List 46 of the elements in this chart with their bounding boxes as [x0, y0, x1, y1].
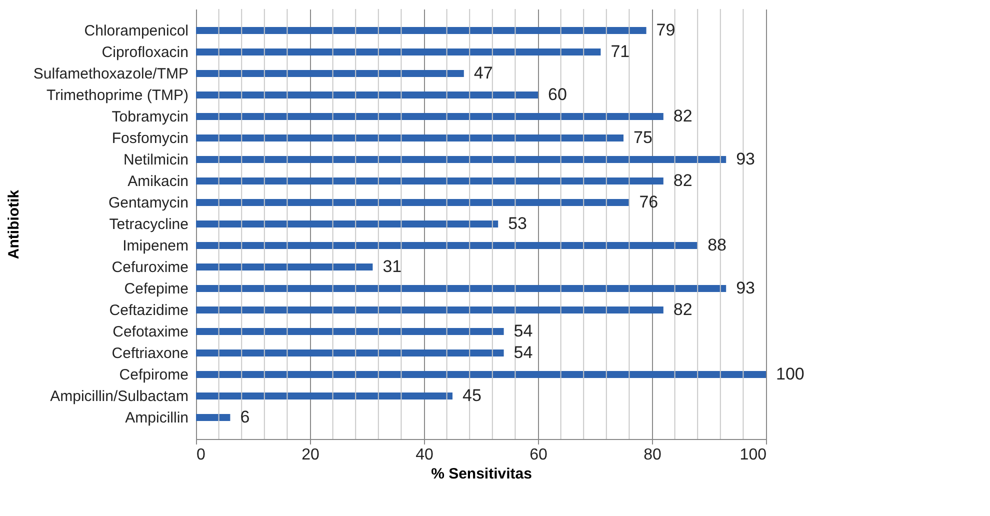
y-tick-label: Sulfamethoxazole/TMP	[33, 66, 188, 82]
x-tick-label: 80	[644, 446, 662, 464]
data-label: 54	[514, 343, 533, 362]
y-tick-label: Tobramycin	[112, 108, 188, 126]
y-tick-label: Imipenem	[122, 238, 188, 254]
x-axis-title: % Sensitivitas	[431, 466, 532, 482]
data-label: 88	[708, 236, 727, 254]
y-tick-label: Cefepime	[124, 280, 188, 298]
x-tick-label: 100	[740, 446, 767, 464]
y-tick-label: Gentamycin	[108, 194, 188, 212]
y-tick-label: Netilmicin	[123, 152, 188, 168]
data-label: 53	[508, 214, 528, 233]
x-tick-label: 60	[530, 446, 548, 464]
data-label: 45	[462, 386, 482, 405]
y-tick-label: Ceftriaxone	[112, 345, 188, 362]
data-label: 47	[474, 64, 493, 82]
y-tick-label: Trimethoprime (TMP)	[46, 87, 188, 104]
y-tick-label: Ceftazidime	[109, 302, 188, 319]
x-tick-label: 40	[416, 446, 434, 464]
y-tick-label: Cefotaxime	[112, 324, 188, 340]
data-label: 76	[639, 192, 658, 212]
y-tick-label: Ciprofloxacin	[102, 44, 188, 61]
y-tick-label: Chlorampenicol	[84, 22, 188, 40]
data-label: 93	[736, 278, 756, 298]
x-tick-label: 0	[196, 446, 206, 464]
data-label: 100	[776, 364, 804, 384]
y-tick-label: Fosfomycin	[112, 130, 188, 147]
data-label: 82	[673, 106, 692, 126]
y-tick-label: Cefuroxime	[112, 259, 188, 276]
data-label: 6	[240, 408, 250, 426]
y-tick-label: Tetracycline	[109, 216, 188, 233]
data-label: 71	[610, 42, 630, 61]
data-label: 82	[673, 300, 692, 319]
y-tick-label: Amikacin	[128, 173, 188, 190]
data-label: 54	[514, 322, 533, 340]
data-label: 79	[656, 20, 676, 40]
y-tick-label: Ampicillin/Sulbactam	[50, 388, 188, 405]
data-label: 75	[634, 128, 652, 147]
data-label: 60	[548, 85, 567, 104]
data-label: 93	[736, 150, 756, 168]
y-tick-label: Ampicillin	[125, 410, 188, 426]
data-label: 31	[382, 257, 402, 276]
data-label: 82	[673, 171, 692, 190]
y-tick-label: Cefpirome	[119, 366, 188, 384]
y-axis-title: Antibiotik	[5, 189, 22, 260]
x-tick-label: 20	[302, 446, 320, 464]
